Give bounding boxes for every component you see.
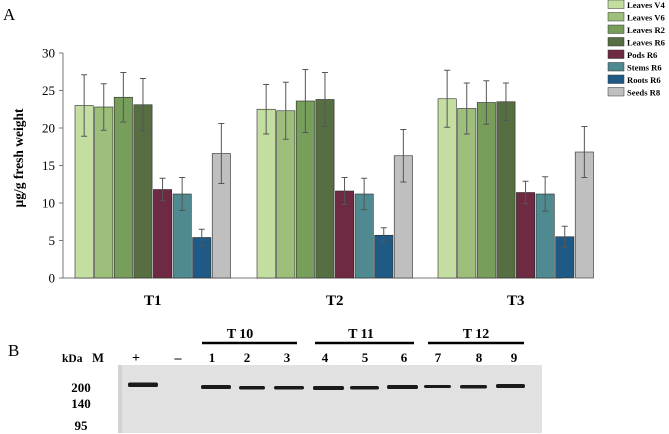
gel-lane-label: 4 [322, 350, 329, 365]
legend-label: Leaves R6 [627, 38, 666, 48]
y-tick-label: 25 [42, 83, 55, 98]
x-category-label: T3 [507, 293, 525, 309]
legend-swatch [607, 62, 625, 72]
gel-marker-lane-shade [118, 365, 122, 433]
x-category-label: T1 [144, 293, 162, 309]
gel-lane-label: 1 [209, 350, 216, 365]
bar [94, 106, 114, 279]
gel-lane-label: 9 [511, 350, 518, 365]
gel-lane-label: 8 [476, 350, 483, 365]
legend-label: Roots R6 [627, 75, 661, 85]
legend-label: Pods R6 [627, 50, 658, 60]
gel-band [274, 386, 304, 390]
legend-label: Leaves V4 [627, 0, 665, 10]
gel-mw-140: 140 [71, 396, 91, 411]
legend-label: Leaves V6 [627, 13, 665, 23]
gel-panel: kDa M + – T 101 2 3T 114 5 6T 127 8 9 200 140 … [62, 327, 542, 433]
legend-swatch [607, 87, 625, 97]
gel-band [424, 385, 451, 388]
legend-swatch [607, 0, 625, 9]
gel-band [313, 386, 344, 390]
gel-lane-label: 7 [435, 350, 442, 365]
gel-band [387, 385, 418, 389]
gel-lane-label: 5 [362, 350, 369, 365]
gel-bands [128, 382, 525, 390]
gel-lane-label: 3 [284, 350, 291, 365]
gel-kda-label: kDa [62, 353, 83, 365]
legend-label: Seeds R8 [627, 88, 661, 98]
bar [153, 189, 172, 279]
gel-band [350, 386, 379, 390]
chart-legend: Leaves V4 Leaves V6 Leaves R2 Leaves R6 Pods… [607, 0, 666, 98]
legend-swatch [607, 74, 625, 84]
gel-positive-lane-label: + [132, 351, 140, 366]
gel-groups: T 10 1 2 3 T 11 4 5 6 T 12 7 8 9 [202, 327, 524, 365]
legend-label: Leaves R2 [627, 25, 665, 35]
gel-negative-lane-label: – [174, 351, 183, 366]
bar [113, 96, 133, 279]
gel-marker-lane-label: M [92, 351, 104, 365]
bar [476, 102, 496, 279]
panel-label-a: A [3, 5, 16, 24]
gel-group-title: T 11 [348, 327, 374, 342]
gel-lane-label: 6 [401, 350, 408, 365]
gel-band [239, 386, 265, 390]
bar [496, 101, 516, 279]
y-tick-label: 5 [49, 233, 56, 248]
legend-swatch [607, 37, 625, 47]
gel-group-title: T 10 [227, 327, 254, 342]
gel-mw-200: 200 [71, 380, 91, 395]
gel-group-title: T 12 [463, 327, 490, 342]
bar [256, 108, 276, 279]
legend-swatch [607, 49, 625, 59]
y-tick-label: 30 [42, 46, 55, 61]
y-tick-label: 10 [42, 196, 55, 211]
panel-label-b: B [8, 341, 19, 360]
gel-mw-95: 95 [75, 418, 89, 433]
y-tick-label: 20 [42, 121, 55, 136]
gel-band [460, 385, 487, 389]
gel-lane-label: 2 [244, 350, 251, 365]
x-category-label: T2 [326, 293, 344, 309]
y-tick-label: 15 [42, 158, 55, 173]
gel-band [496, 384, 525, 388]
gel-band [201, 385, 231, 389]
y-tick-label: 0 [49, 271, 56, 286]
legend-label: Stems R6 [627, 63, 662, 73]
bar [516, 192, 536, 279]
legend-swatch [607, 24, 625, 34]
chart-bars: T1 T2 T3 [74, 69, 594, 309]
y-axis-label: µg/g fresh weight [11, 108, 26, 208]
gel-band [128, 382, 158, 387]
gel-background [118, 365, 542, 433]
legend-swatch [607, 12, 625, 22]
